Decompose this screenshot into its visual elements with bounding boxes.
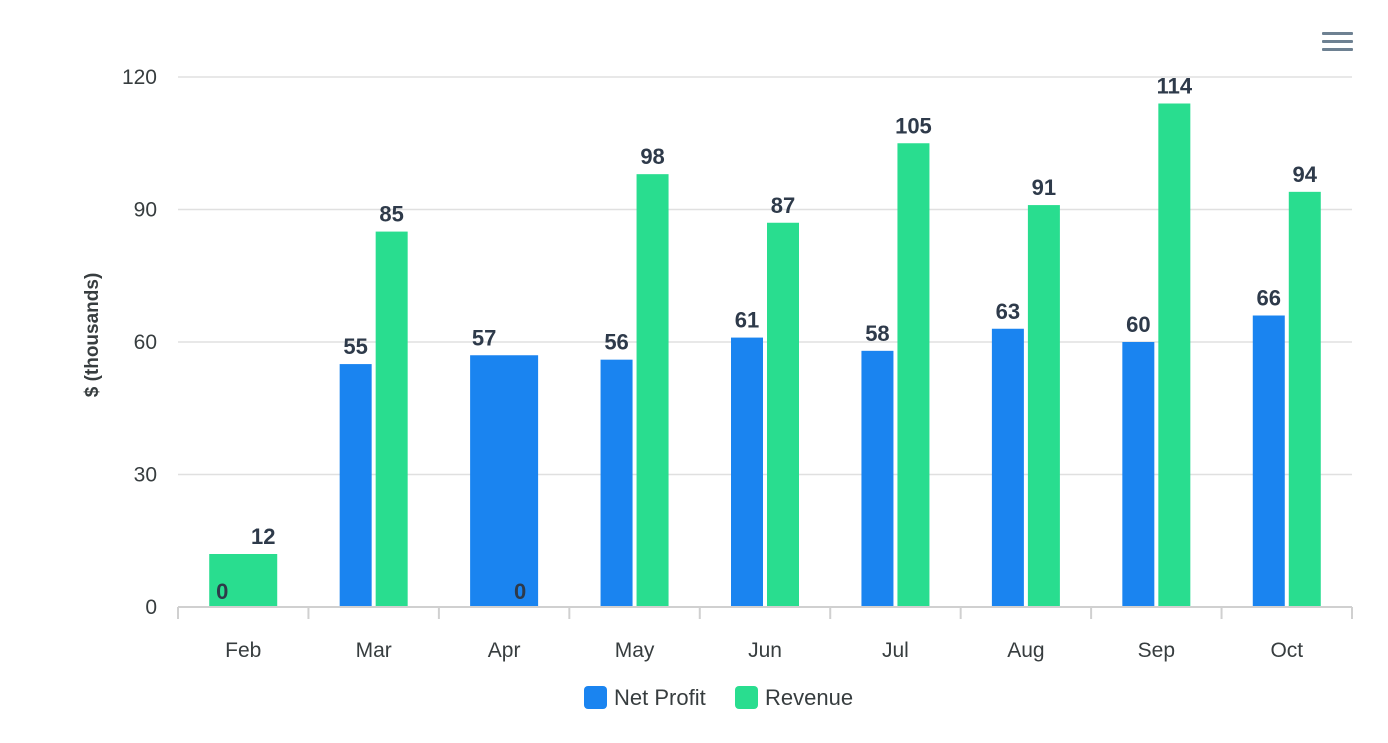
data-label-net-profit: 0: [216, 579, 228, 604]
data-label-revenue: 114: [1157, 74, 1193, 99]
bar-net-profit[interactable]: [600, 359, 633, 607]
bars-layer: [209, 103, 1321, 608]
legend: Net Profit Revenue: [584, 685, 853, 710]
data-label-net-profit: 57: [472, 325, 496, 350]
data-label-revenue: 12: [251, 524, 275, 549]
legend-marker: [584, 686, 607, 709]
data-label-net-profit: 63: [996, 299, 1020, 324]
legend-label: Revenue: [765, 685, 853, 710]
bar-revenue[interactable]: [1288, 191, 1321, 608]
bar-net-profit[interactable]: [470, 355, 539, 607]
x-tick-label: Apr: [488, 639, 521, 662]
data-label-revenue: 91: [1032, 175, 1056, 200]
bar-net-profit[interactable]: [1122, 342, 1155, 607]
data-label-net-profit: 56: [604, 330, 628, 355]
labels-layer: 12 0 55 85 57 0 56 98 61 87 58 105 63 91 60 114 66 94: [216, 74, 1318, 605]
data-label-net-profit: 66: [1257, 286, 1281, 311]
data-label-revenue: 105: [895, 113, 932, 138]
legend-marker: [735, 686, 758, 709]
x-tick-label: Sep: [1138, 639, 1175, 662]
x-tick-label: Oct: [1270, 639, 1303, 662]
data-label-net-profit: 55: [343, 334, 367, 359]
bar-net-profit[interactable]: [861, 350, 894, 607]
x-tick-label: Jul: [882, 639, 909, 662]
legend-revenue[interactable]: Revenue: [735, 685, 853, 710]
bar-revenue[interactable]: [636, 174, 669, 607]
data-label-net-profit: 58: [865, 321, 889, 346]
bar-net-profit[interactable]: [1252, 315, 1285, 608]
bar-revenue[interactable]: [375, 231, 408, 608]
legend-net-profit[interactable]: Net Profit: [584, 685, 706, 710]
data-label-revenue: 94: [1293, 162, 1318, 187]
legend-label: Net Profit: [614, 685, 706, 710]
y-tick-label: 30: [134, 464, 157, 487]
y-axis-title: $ (thousands): [82, 273, 103, 398]
y-tick-label: 60: [134, 331, 157, 354]
y-tick-label: 120: [122, 66, 157, 89]
x-tick-label: Aug: [1007, 639, 1044, 662]
x-tick-label: Mar: [356, 639, 392, 662]
bar-revenue[interactable]: [767, 222, 799, 607]
data-label-revenue: 98: [640, 144, 664, 169]
x-tick-label: Jun: [748, 639, 782, 662]
x-tick-label: May: [615, 639, 655, 662]
data-label-revenue: 85: [379, 202, 403, 227]
y-tick-label: 0: [145, 596, 157, 619]
data-label-revenue: 87: [771, 193, 795, 218]
x-tick-label: Feb: [225, 639, 261, 662]
bar-revenue[interactable]: [1027, 205, 1060, 608]
bar-net-profit[interactable]: [731, 337, 763, 607]
data-label-revenue: 0: [514, 579, 526, 604]
data-label-net-profit: 61: [735, 308, 759, 333]
data-label-net-profit: 60: [1126, 312, 1150, 337]
grid-layer: [178, 76, 1352, 476]
bar-revenue[interactable]: [897, 143, 930, 607]
bar-revenue[interactable]: [209, 554, 278, 607]
bar-net-profit[interactable]: [339, 364, 372, 607]
bar-net-profit[interactable]: [991, 328, 1024, 607]
bar-revenue[interactable]: [1158, 103, 1191, 608]
hamburger-menu-icon[interactable]: [1320, 30, 1354, 64]
y-tick-label: 90: [134, 199, 157, 222]
